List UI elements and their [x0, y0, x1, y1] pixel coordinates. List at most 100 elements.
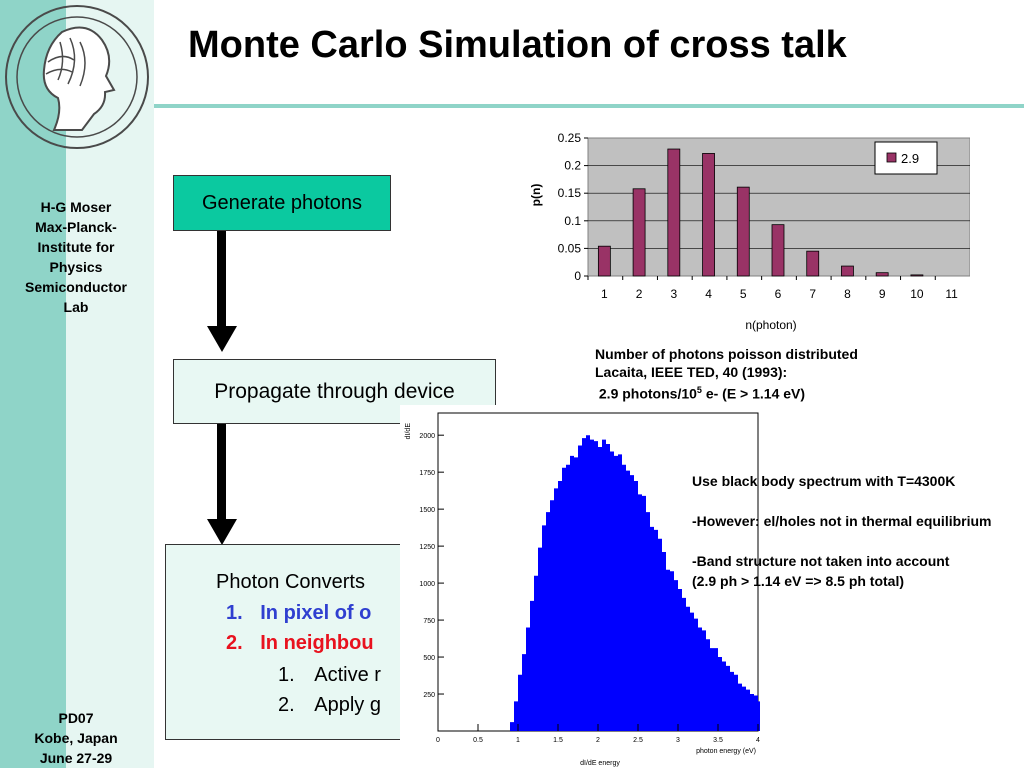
list-item: 1. In pixel of o [226, 602, 371, 625]
author-line: Semiconductor [25, 279, 127, 295]
x-tick-label: 2 [636, 287, 643, 301]
caption-line: Number of photons poisson distributed [595, 346, 858, 362]
y-tick-label: 500 [423, 655, 435, 662]
bar [910, 274, 924, 277]
author-block: H-G Moser Max-Planck- Institute for Phys… [0, 197, 152, 317]
legend-swatch [886, 152, 897, 163]
y-tick-label: 1500 [419, 507, 435, 514]
y-tick-label: 0.15 [558, 186, 582, 200]
x-tick-label: 1 [601, 287, 608, 301]
caption-line: Lacaita, IEEE TED, 40 (1993): [595, 364, 788, 380]
caption-text: 2.9 photons/10 [595, 385, 697, 402]
bar [771, 224, 785, 277]
y-tick-label: 1000 [419, 581, 435, 588]
arrow-shaft [217, 424, 226, 520]
bar [632, 188, 646, 277]
notes-block: Use black body spectrum with T=4300K -Ho… [692, 471, 992, 591]
author-line: Lab [63, 299, 89, 315]
caption-exponent: 5 [696, 385, 702, 395]
caption-line: 2.9 photons/105 e- (E > 1.14 eV) [595, 381, 858, 403]
arrow-down-icon [207, 519, 237, 545]
x-tick-label: 1.5 [553, 737, 563, 744]
x-tick-label: 1 [516, 737, 520, 744]
x-tick-label: 11 [945, 287, 958, 301]
x-axis-label: n(photon) [745, 318, 796, 332]
propagate-label: Propagate through device [214, 379, 455, 403]
x-tick-label: 9 [879, 287, 886, 301]
y-tick-label: 0 [574, 269, 581, 283]
list-text: In neighbou [260, 632, 374, 654]
generate-photons-box: Generate photons [173, 175, 391, 231]
minerva-logo-icon [5, 5, 149, 149]
x-tick-label: 10 [910, 287, 924, 301]
conference-line: June 27-29 [39, 750, 113, 766]
sub-list-item: 1. Active r [278, 664, 381, 687]
x-axis-label: photon energy (eV) [696, 748, 756, 755]
sub-list-item: 2. Apply g [278, 694, 381, 717]
page-title: Monte Carlo Simulation of cross talk [188, 24, 847, 66]
bar [597, 245, 611, 277]
conference-block: PD07 Kobe, Japan June 27-29 [0, 708, 152, 768]
x-tick-label: 3.5 [713, 737, 723, 744]
x-tick-label: 4 [705, 287, 712, 301]
y-axis-label: p(n) [530, 184, 543, 207]
conference-line: Kobe, Japan [34, 730, 118, 746]
y-tick-label: 0.25 [558, 131, 582, 145]
histogram-caption: dI/dE energy [580, 760, 620, 767]
note-line: (2.9 ph > 1.14 eV => 8.5 ph total) [692, 573, 905, 589]
bar [702, 153, 715, 277]
y-tick-label: 0.2 [564, 159, 581, 173]
x-tick-label: 5 [740, 287, 747, 301]
list-number: 2. [226, 632, 243, 654]
author-line: H-G Moser [40, 199, 112, 215]
caption-text: e- (E > 1.14 eV) [701, 385, 806, 402]
arrow-shaft [217, 231, 226, 327]
bar [806, 250, 820, 277]
y-tick-label: 1250 [419, 544, 435, 551]
y-tick-label: 750 [423, 618, 435, 625]
legend-label: 2.9 [901, 151, 919, 166]
list-text: In pixel of o [260, 602, 372, 624]
author-line: Physics [49, 259, 103, 275]
y-tick-label: 0.1 [564, 214, 581, 228]
generate-photons-label: Generate photons [201, 191, 363, 214]
convert-heading: Photon Converts [216, 571, 365, 593]
legend-box [874, 141, 938, 175]
bar [667, 148, 681, 277]
conference-line: PD07 [58, 710, 94, 726]
author-line: Max-Planck- [35, 219, 117, 235]
arrow-down-icon [207, 326, 237, 352]
note-line: -However: el/holes not in thermal equili… [692, 513, 992, 529]
list-text: Active r [314, 664, 381, 686]
energy-histogram: 250 500 750 1000 1250 1500 1750 2000 0 0.5 1 1.5 2 2.… [400, 405, 760, 768]
list-number: 2. [278, 694, 295, 716]
y-tick-label: 1750 [419, 470, 435, 477]
bar [736, 186, 750, 277]
y-tick-label: 250 [423, 692, 435, 699]
x-tick-label: 0 [436, 737, 440, 744]
x-tick-label: 8 [844, 287, 851, 301]
x-tick-label: 3 [676, 737, 680, 744]
list-number: 1. [278, 664, 295, 686]
histogram-bars [510, 435, 760, 731]
poisson-bar-chart: 0 0.05 0.1 0.15 0.2 0.25 1 2 3 4 5 6 7 8 9 10 11 n(photon… [530, 131, 970, 332]
x-tick-label: 0.5 [473, 737, 483, 744]
x-tick-label: 2 [596, 737, 600, 744]
bar [875, 272, 889, 277]
y-axis-label: dI/dE [405, 423, 412, 440]
list-text: Apply g [314, 694, 381, 716]
bar [841, 265, 854, 277]
note-line: Use black body spectrum with T=4300K [692, 473, 956, 489]
list-item: 2. In neighbou [226, 632, 374, 655]
chart-caption: Number of photons poisson distributed La… [595, 345, 858, 403]
title-divider [154, 104, 1024, 108]
x-tick-label: 7 [809, 287, 816, 301]
x-tick-label: 4 [756, 737, 760, 744]
list-number: 1. [226, 602, 243, 624]
author-line: Institute for [37, 239, 115, 255]
x-tick-label: 6 [775, 287, 782, 301]
x-tick-label: 2.5 [633, 737, 643, 744]
y-tick-label: 0.05 [558, 241, 582, 255]
x-tick-label: 3 [670, 287, 677, 301]
note-line: -Band structure not taken into account [692, 553, 950, 569]
